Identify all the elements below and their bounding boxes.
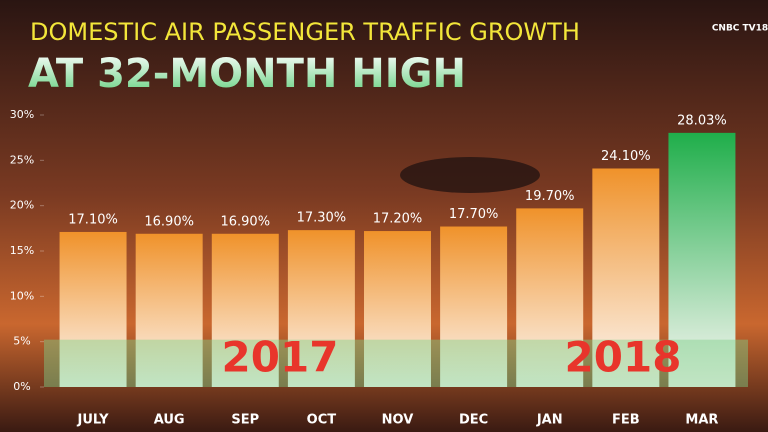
bar bbox=[668, 132, 736, 387]
year-band bbox=[44, 339, 748, 387]
plane-silhouette bbox=[400, 157, 540, 193]
y-tick-label: 10% bbox=[10, 289, 34, 302]
value-label: 16.90% bbox=[144, 214, 194, 229]
value-label: 17.70% bbox=[449, 207, 499, 222]
x-tick-label: SEP bbox=[231, 413, 259, 428]
annotation: 2018 bbox=[565, 333, 682, 382]
x-tick-label: JULY bbox=[77, 413, 110, 428]
bar bbox=[211, 233, 279, 387]
y-tick-label: 20% bbox=[10, 199, 34, 212]
value-label: 17.10% bbox=[68, 212, 118, 227]
bar bbox=[440, 226, 508, 387]
y-tick-label: 5% bbox=[13, 335, 30, 348]
value-label: 28.03% bbox=[677, 113, 727, 128]
logo: CNBC TV18 bbox=[712, 24, 768, 34]
x-tick-label: DEC bbox=[459, 413, 488, 428]
value-label: 24.10% bbox=[601, 149, 651, 164]
y-tick-label: 25% bbox=[10, 153, 34, 166]
x-tick-label: OCT bbox=[307, 413, 337, 428]
x-tick-label: MAR bbox=[685, 413, 718, 428]
bar bbox=[364, 231, 431, 387]
bar bbox=[59, 231, 127, 387]
bar bbox=[592, 168, 660, 387]
x-tick-label: JAN bbox=[536, 413, 563, 428]
x-tick-label: NOV bbox=[382, 413, 414, 428]
chart-title: DOMESTIC AIR PASSENGER TRAFFIC GROWTH bbox=[30, 18, 580, 46]
y-tick-label: 15% bbox=[10, 244, 34, 257]
chart-subtitle: AT 32-MONTH HIGH bbox=[28, 51, 466, 97]
value-label: 16.90% bbox=[220, 214, 270, 229]
bar bbox=[516, 208, 584, 387]
y-tick-label: 30% bbox=[10, 108, 34, 121]
value-label: 17.20% bbox=[373, 212, 423, 227]
bar bbox=[287, 230, 355, 387]
bar bbox=[135, 233, 203, 387]
x-tick-label: AUG bbox=[154, 413, 185, 428]
x-tick-label: FEB bbox=[612, 413, 640, 428]
value-label: 19.70% bbox=[525, 189, 575, 204]
value-label: 17.30% bbox=[297, 211, 347, 226]
y-tick-label: 0% bbox=[13, 380, 30, 393]
annotation: 2017 bbox=[222, 333, 339, 382]
